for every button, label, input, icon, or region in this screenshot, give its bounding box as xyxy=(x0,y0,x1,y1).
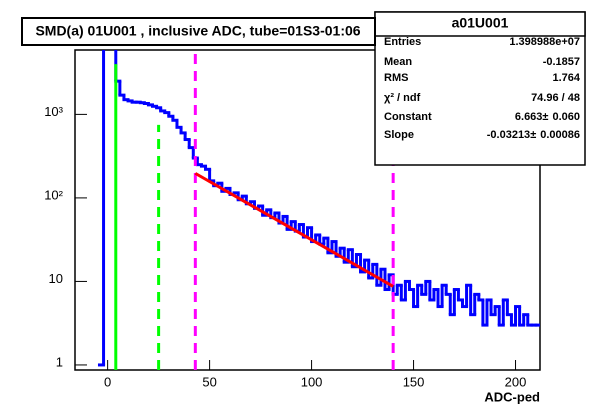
y-tick-label: 10³ xyxy=(44,104,63,119)
stats-label: RMS xyxy=(384,72,408,84)
stats-part: 6.663 xyxy=(515,111,543,123)
stats-value: 74.96 / 48 xyxy=(531,92,580,104)
stats-value: -0.1857 xyxy=(543,56,580,68)
stats-label: Constant xyxy=(384,111,432,123)
stats-header xyxy=(374,11,586,37)
y-tick-label: 10 xyxy=(49,271,63,286)
stats-box xyxy=(374,11,586,166)
stats-name: a01U001 xyxy=(452,15,509,31)
stats-label: Entries xyxy=(384,36,421,48)
y-tick-label: 1 xyxy=(56,354,63,369)
stats-part: ± xyxy=(530,129,536,141)
stats-value: 6.663± 0.060 xyxy=(515,111,580,123)
x-tick-label: 0 xyxy=(104,374,111,389)
plot-frame xyxy=(74,49,541,371)
overlays: a01U001 ADC-ped Entries 1.398988e+07 Mean -… xyxy=(21,11,586,404)
stats-part: ± xyxy=(542,111,548,123)
stats-label: Slope xyxy=(384,129,414,141)
plot-area xyxy=(97,50,540,370)
x-tick-label: 200 xyxy=(505,374,527,389)
title-box xyxy=(21,17,376,46)
x-tick-label: 150 xyxy=(403,374,425,389)
stats-label: χ² / ndf xyxy=(384,92,421,104)
stats-value: -0.03213± 0.00086 xyxy=(487,129,580,141)
stats-value: 1.398988e+07 xyxy=(509,36,580,48)
fit-line xyxy=(194,172,394,288)
chart-title: SMD(a) 01U001 , inclusive ADC, tube=01S3… xyxy=(35,23,360,39)
x-tick-label: 100 xyxy=(301,374,323,389)
stats-part: 0.060 xyxy=(552,111,580,123)
y-tick-label: 10² xyxy=(44,187,63,202)
stats-part: 0.00086 xyxy=(540,129,580,141)
x-axis-label: ADC-ped xyxy=(484,389,540,404)
stats-value: 1.764 xyxy=(552,72,580,84)
stats-label: Mean xyxy=(384,56,412,68)
x-tick-label: 50 xyxy=(202,374,216,389)
stats-part: -0.03213 xyxy=(487,129,530,141)
